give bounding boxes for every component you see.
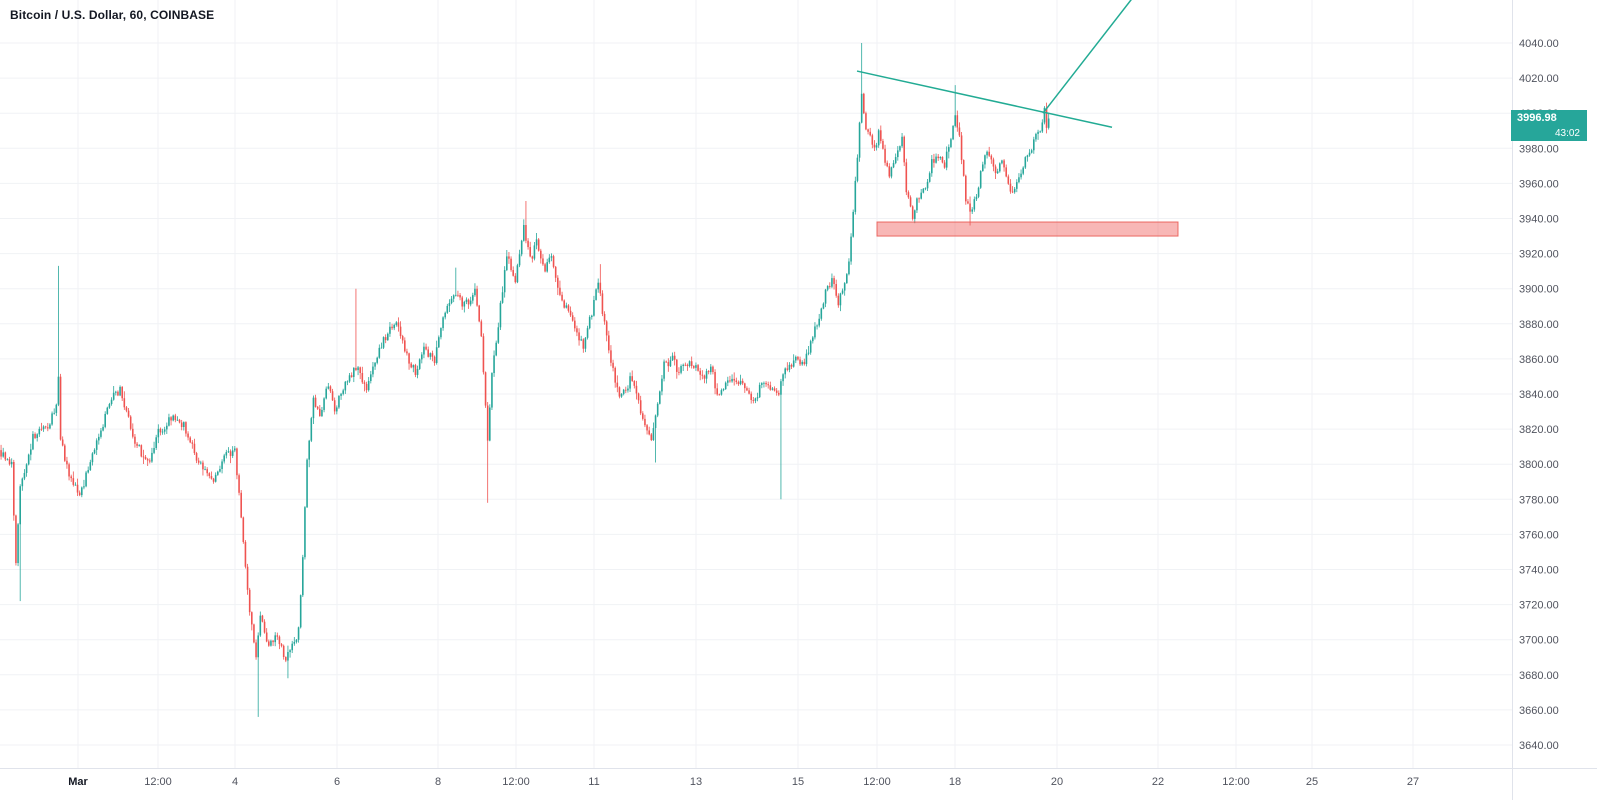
price-axis-label: 3860.00 xyxy=(1519,354,1559,366)
chart-symbol-title[interactable]: Bitcoin / U.S. Dollar, 60, COINBASE xyxy=(10,8,215,22)
price-axis-label: 4020.00 xyxy=(1519,73,1559,85)
price-axis-label: 3700.00 xyxy=(1519,635,1559,647)
price-axis-label: 3680.00 xyxy=(1519,670,1559,682)
time-axis-label: Mar xyxy=(68,776,88,788)
trendline[interactable] xyxy=(856,70,1113,128)
support-zone-rect[interactable] xyxy=(876,221,1179,237)
time-axis-label: 12:00 xyxy=(144,776,172,788)
price-axis-label: 3640.00 xyxy=(1519,740,1559,752)
price-axis-label: 3900.00 xyxy=(1519,284,1559,296)
bar-countdown-tag: 43:02 xyxy=(1511,127,1587,141)
time-axis-label: 6 xyxy=(334,776,340,788)
price-axis-label: 3740.00 xyxy=(1519,565,1559,577)
price-axis-label: 3660.00 xyxy=(1519,705,1559,717)
price-axis-label: 3940.00 xyxy=(1519,214,1559,226)
time-axis-label: 13 xyxy=(690,776,702,788)
time-axis-label: 12:00 xyxy=(1222,776,1250,788)
time-axis-label: 15 xyxy=(792,776,804,788)
price-axis-label: 3800.00 xyxy=(1519,459,1559,471)
time-axis-label: 22 xyxy=(1152,776,1164,788)
time-axis-label: 12:00 xyxy=(502,776,530,788)
price-axis-label: 3760.00 xyxy=(1519,529,1559,541)
price-axis-label: 3880.00 xyxy=(1519,319,1559,331)
price-axis-label: 3780.00 xyxy=(1519,494,1559,506)
time-axis[interactable]: Mar 12:00 4 6 8 12:00 11 13 15 12:00 18 20 22 12:00 25… xyxy=(68,776,1419,788)
candles-layer xyxy=(0,43,1050,717)
time-axis-label: 8 xyxy=(435,776,441,788)
price-axis-label: 3820.00 xyxy=(1519,424,1559,436)
drawings-layer xyxy=(856,0,1179,237)
price-axis-label: 3960.00 xyxy=(1519,178,1559,190)
price-axis-label: 4040.00 xyxy=(1519,38,1559,50)
time-axis-label: 27 xyxy=(1407,776,1419,788)
price-axis-label: 3720.00 xyxy=(1519,600,1559,612)
last-price-tag: 3996.98 xyxy=(1511,110,1587,127)
time-axis-label: 25 xyxy=(1306,776,1318,788)
time-axis-label: 18 xyxy=(949,776,961,788)
time-axis-label: 12:00 xyxy=(863,776,891,788)
time-axis-label: 11 xyxy=(588,776,599,788)
time-axis-label: 4 xyxy=(232,776,238,788)
grid-layer xyxy=(0,0,1512,768)
price-axis-label: 3980.00 xyxy=(1519,143,1559,155)
price-axis-label: 3840.00 xyxy=(1519,389,1559,401)
trendline[interactable] xyxy=(1042,0,1133,114)
price-axis[interactable]: 3640.00 3660.00 3680.00 3700.00 3720.00 3740.… xyxy=(1519,38,1559,752)
time-axis-label: 20 xyxy=(1051,776,1063,788)
price-axis-label: 3920.00 xyxy=(1519,249,1559,261)
